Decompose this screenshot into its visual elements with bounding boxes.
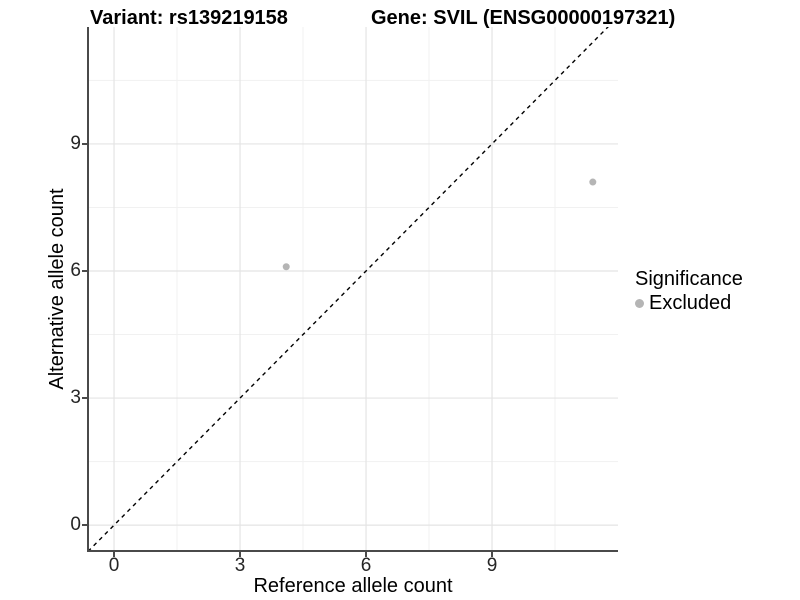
y-axis-title: Alternative allele count — [46, 188, 68, 390]
legend-item-excluded: Excluded — [635, 292, 743, 315]
y-tick-mark — [82, 143, 87, 145]
data-point — [282, 263, 290, 271]
plot-title-variant: Variant: rs139219158 — [90, 7, 288, 29]
data-point — [589, 178, 597, 186]
y-axis-line — [87, 27, 89, 552]
x-tick-mark — [491, 552, 493, 557]
legend: Significance Excluded — [635, 268, 743, 315]
y-tick-label: 9 — [70, 132, 81, 154]
x-axis-line — [87, 550, 618, 552]
plot-panel — [88, 27, 618, 551]
x-tick-mark — [239, 552, 241, 557]
plot-title-gene: Gene: SVIL (ENSG00000197321) — [371, 7, 676, 29]
x-tick-mark — [365, 552, 367, 557]
y-tick-label: 0 — [70, 514, 81, 536]
x-tick-label: 3 — [234, 555, 246, 576]
x-tick-label: 0 — [108, 555, 120, 576]
legend-key-dot-icon — [635, 299, 644, 308]
y-tick-label: 6 — [70, 259, 81, 281]
y-tick-mark — [82, 270, 87, 272]
x-tick-label: 9 — [486, 555, 498, 576]
x-tick-mark — [113, 552, 115, 557]
x-axis-title: Reference allele count — [253, 575, 453, 597]
y-tick-mark — [82, 524, 87, 526]
identity-line — [88, 27, 609, 551]
legend-title: Significance — [635, 268, 743, 290]
x-tick-label: 6 — [360, 555, 372, 576]
y-tick-mark — [82, 397, 87, 399]
legend-item-label: Excluded — [649, 292, 732, 314]
y-tick-label: 3 — [70, 387, 81, 409]
